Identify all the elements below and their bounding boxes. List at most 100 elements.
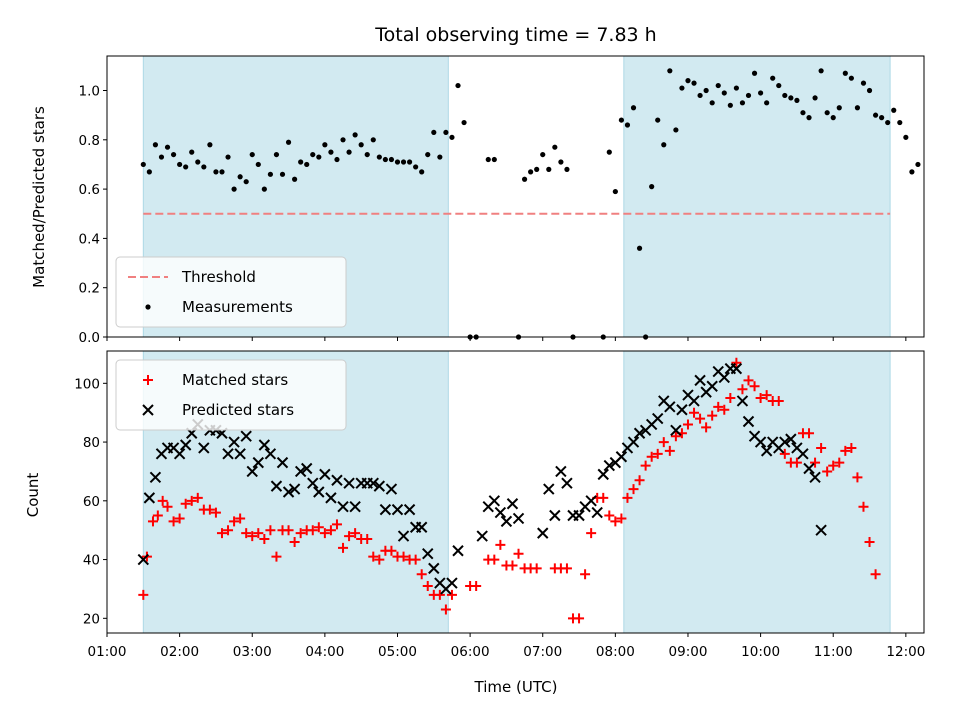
data-point (633, 427, 646, 439)
data-point (292, 176, 298, 182)
data-point (446, 589, 457, 600)
x-tick-label: 02:00 (160, 644, 199, 660)
legend-box (115, 359, 347, 431)
data-point (246, 465, 258, 478)
data-point (446, 577, 458, 589)
data-point (706, 380, 718, 392)
data-point (697, 92, 703, 99)
data-point (610, 516, 621, 527)
x-tick-label: 07:00 (523, 644, 562, 660)
data-point (177, 161, 183, 168)
data-point (604, 510, 615, 521)
data-point (319, 468, 331, 481)
data-point (885, 119, 891, 126)
data-point (616, 513, 627, 524)
data-point (694, 374, 706, 387)
data-point (295, 528, 306, 539)
data-point (349, 500, 361, 513)
data-point (727, 102, 733, 108)
data-point (267, 171, 273, 177)
y-tick-label: 20 (83, 611, 100, 627)
data-point (488, 495, 501, 507)
data-point (549, 509, 561, 522)
data-point (455, 82, 461, 89)
panel-0-y-axis-label: Matched/Predicted stars (30, 106, 48, 288)
data-point (703, 87, 709, 94)
data-point (204, 504, 215, 515)
data-point (558, 159, 564, 165)
data-point (362, 534, 373, 544)
data-point (754, 436, 767, 448)
data-point (806, 115, 812, 121)
data-point (603, 459, 616, 472)
count-panel: 20 40 60 80 100 01:00 02:00 03:00 04:00 05:00 06:0… (74, 350, 925, 660)
data-point (425, 151, 431, 158)
data-point (143, 492, 156, 504)
data-point (289, 536, 300, 547)
data-point (646, 451, 657, 462)
data-point (528, 169, 534, 175)
data-point (858, 501, 869, 512)
data-point (822, 466, 833, 477)
x-axis-label: Time (UTC) (474, 678, 558, 696)
data-point (273, 151, 280, 158)
data-point (555, 465, 567, 478)
data-point (725, 393, 736, 403)
data-point (364, 151, 370, 158)
data-point (270, 480, 283, 492)
data-point (701, 422, 712, 433)
data-point (391, 503, 404, 516)
data-point (606, 149, 612, 155)
data-point (679, 85, 685, 91)
data-point (419, 169, 425, 175)
legend-label: Matched stars (182, 371, 288, 389)
data-point (406, 159, 413, 165)
data-point (809, 471, 821, 484)
chart-title: Total observing time = 7.83 h (374, 24, 656, 46)
data-point (745, 92, 752, 99)
plot-frame (106, 55, 925, 338)
data-point (494, 506, 507, 519)
data-point (751, 70, 758, 76)
data-point (489, 554, 500, 565)
y-tick-label: 80 (83, 435, 100, 451)
data-point (213, 169, 219, 175)
data-point (422, 581, 433, 591)
data-point (803, 462, 815, 475)
data-point (791, 457, 802, 468)
data-point (816, 442, 827, 453)
data-point (673, 127, 679, 133)
data-point (416, 569, 427, 580)
data-point (367, 477, 379, 489)
data-point (612, 188, 618, 195)
data-point (810, 457, 821, 468)
data-point (688, 395, 700, 407)
data-point (195, 159, 201, 165)
data-point (382, 156, 388, 163)
data-point (403, 503, 416, 516)
y-tick-label: 1.0 (79, 84, 100, 100)
data-point (512, 512, 525, 525)
data-point (718, 371, 730, 384)
data-point (828, 460, 839, 471)
x-tick-label: 06:00 (451, 644, 490, 660)
data-point (804, 428, 815, 439)
data-point (344, 531, 355, 542)
data-point (338, 542, 349, 553)
data-point (758, 90, 764, 96)
data-point (695, 413, 706, 424)
legend-swatch-marker (142, 404, 154, 416)
data-point (180, 498, 191, 509)
data-point (691, 80, 697, 86)
data-point (373, 480, 386, 492)
data-point (634, 475, 645, 486)
data-point (173, 448, 186, 460)
y-tick-label: 60 (83, 494, 100, 510)
data-point (615, 451, 628, 463)
data-point (564, 166, 570, 172)
data-point (304, 161, 310, 168)
data-point (676, 404, 688, 416)
data-point (689, 407, 700, 418)
data-point (276, 456, 289, 469)
data-point (152, 510, 163, 521)
